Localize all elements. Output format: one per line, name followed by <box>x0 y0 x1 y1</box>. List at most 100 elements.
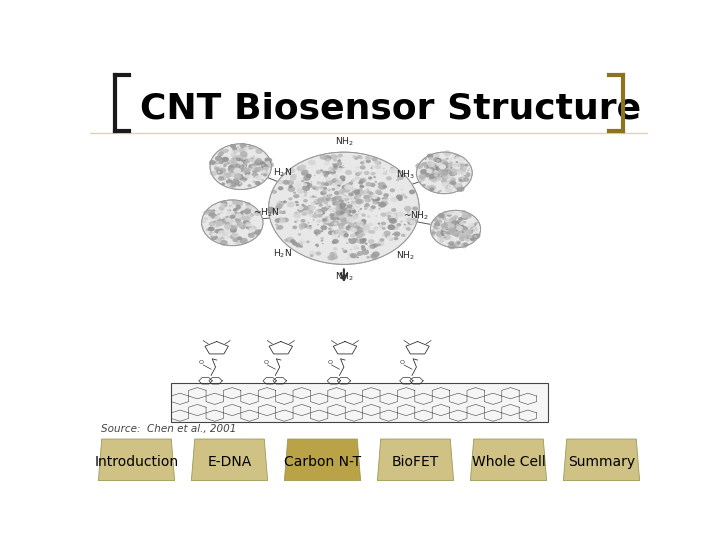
Circle shape <box>240 164 247 168</box>
Circle shape <box>322 171 329 176</box>
Circle shape <box>439 239 444 242</box>
Circle shape <box>252 207 257 211</box>
Circle shape <box>449 161 453 164</box>
Circle shape <box>451 178 456 182</box>
Circle shape <box>305 176 310 179</box>
Circle shape <box>228 211 231 213</box>
Circle shape <box>234 165 235 166</box>
Circle shape <box>339 205 346 211</box>
Circle shape <box>341 207 344 208</box>
Circle shape <box>258 166 261 168</box>
Circle shape <box>227 220 235 225</box>
Circle shape <box>303 176 310 181</box>
Circle shape <box>346 196 348 198</box>
Circle shape <box>390 167 394 170</box>
Circle shape <box>338 210 340 211</box>
Circle shape <box>239 215 246 220</box>
Circle shape <box>226 211 232 215</box>
Circle shape <box>364 208 366 210</box>
Circle shape <box>422 162 428 166</box>
Circle shape <box>244 158 251 163</box>
Circle shape <box>359 210 361 212</box>
Circle shape <box>304 182 310 186</box>
Circle shape <box>216 170 222 174</box>
Circle shape <box>358 241 361 244</box>
Circle shape <box>461 215 466 218</box>
Circle shape <box>416 152 472 194</box>
Circle shape <box>332 220 339 226</box>
Circle shape <box>214 221 219 225</box>
Circle shape <box>447 223 449 224</box>
Circle shape <box>235 221 240 226</box>
Circle shape <box>315 199 320 203</box>
Circle shape <box>456 185 459 186</box>
Circle shape <box>458 184 462 187</box>
Circle shape <box>455 229 459 231</box>
Circle shape <box>351 201 355 204</box>
Circle shape <box>406 227 411 231</box>
Circle shape <box>318 188 321 190</box>
Circle shape <box>234 173 242 179</box>
Circle shape <box>222 176 225 178</box>
Circle shape <box>239 165 243 168</box>
Text: O: O <box>400 360 405 365</box>
Circle shape <box>229 212 232 214</box>
Circle shape <box>434 168 436 170</box>
Circle shape <box>265 158 269 161</box>
Circle shape <box>364 171 369 175</box>
Circle shape <box>447 228 451 231</box>
Circle shape <box>348 226 353 230</box>
Circle shape <box>338 205 346 211</box>
Circle shape <box>254 160 262 166</box>
Circle shape <box>248 213 253 217</box>
Circle shape <box>320 202 322 204</box>
Circle shape <box>364 205 367 208</box>
Circle shape <box>457 163 464 167</box>
Circle shape <box>454 233 456 235</box>
Circle shape <box>404 206 412 212</box>
Circle shape <box>358 171 362 174</box>
Circle shape <box>405 197 407 198</box>
Circle shape <box>369 191 373 194</box>
Circle shape <box>343 204 346 206</box>
Circle shape <box>324 183 329 186</box>
Circle shape <box>209 211 210 212</box>
Circle shape <box>383 196 388 199</box>
Circle shape <box>450 230 457 235</box>
Circle shape <box>425 173 431 178</box>
Circle shape <box>419 177 426 181</box>
Circle shape <box>346 225 349 227</box>
Circle shape <box>342 206 346 209</box>
Circle shape <box>341 207 349 213</box>
Circle shape <box>377 183 379 184</box>
Circle shape <box>442 163 447 167</box>
Circle shape <box>350 211 352 212</box>
Circle shape <box>459 221 464 225</box>
Circle shape <box>337 204 342 208</box>
Circle shape <box>239 177 245 181</box>
Circle shape <box>364 207 368 210</box>
Circle shape <box>313 187 315 190</box>
Circle shape <box>470 227 472 229</box>
Circle shape <box>440 230 443 232</box>
Circle shape <box>221 183 225 185</box>
Circle shape <box>392 233 395 235</box>
Circle shape <box>370 246 373 248</box>
Circle shape <box>220 153 223 154</box>
Circle shape <box>361 249 369 255</box>
Circle shape <box>240 164 243 165</box>
Polygon shape <box>563 439 639 481</box>
Circle shape <box>351 201 353 202</box>
Circle shape <box>378 229 381 231</box>
Circle shape <box>382 185 387 188</box>
Circle shape <box>238 184 240 186</box>
Circle shape <box>216 238 222 242</box>
Circle shape <box>240 222 242 224</box>
Circle shape <box>255 175 261 180</box>
Circle shape <box>336 155 341 159</box>
Circle shape <box>453 229 456 231</box>
Circle shape <box>468 231 473 234</box>
Circle shape <box>475 233 481 238</box>
Circle shape <box>225 173 228 175</box>
Circle shape <box>352 238 359 242</box>
